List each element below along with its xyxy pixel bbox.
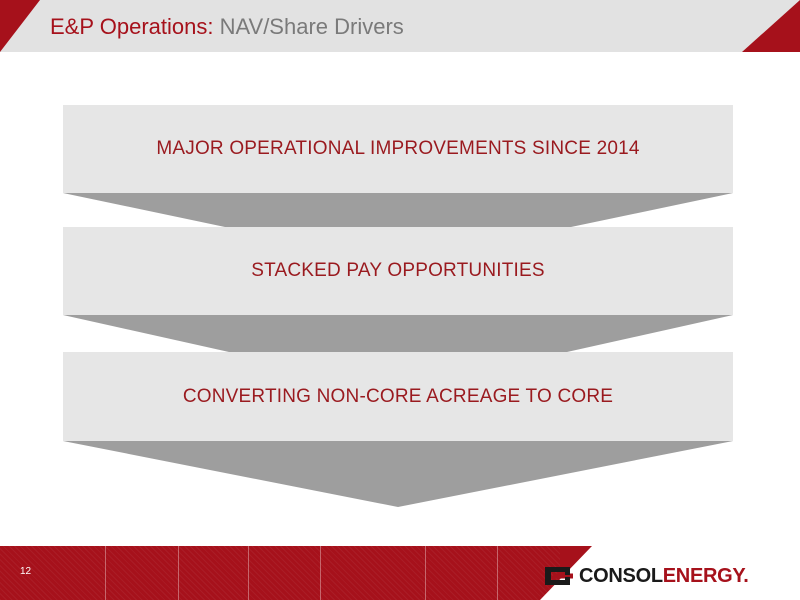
step-label-3: CONVERTING NON-CORE ACREAGE TO CORE xyxy=(182,385,614,407)
step-label-2: STACKED PAY OPPORTUNITIES xyxy=(251,260,545,281)
chevron-3 xyxy=(63,441,733,507)
logo-text: CONSOLENERGY. xyxy=(579,564,749,588)
chevron-1 xyxy=(63,193,733,227)
step-box-3: CONVERTING NON-CORE ACREAGE TO CORE xyxy=(63,352,733,441)
footer-divider xyxy=(320,546,321,600)
chevron-2 xyxy=(63,315,733,352)
header-left-accent xyxy=(0,0,40,52)
step-label-1: MAJOR OPERATIONAL IMPROVEMENTS SINCE 201… xyxy=(156,138,640,159)
footer-divider xyxy=(497,546,498,600)
company-logo: CONSOLENERGY. xyxy=(545,563,749,589)
logo-period: . xyxy=(743,564,749,587)
logo-word-energy: ENERGY xyxy=(662,564,744,587)
footer-divider xyxy=(178,546,179,600)
footer-logo-panel xyxy=(540,546,800,600)
header-right-accent xyxy=(742,0,800,52)
footer-divider xyxy=(105,546,106,600)
logo-word-consol: CONSOL xyxy=(579,564,663,587)
footer-divider xyxy=(248,546,249,600)
step-box-2: STACKED PAY OPPORTUNITIES xyxy=(63,227,733,315)
title-rest: NAV/Share Drivers xyxy=(219,14,404,39)
footer-divider xyxy=(425,546,426,600)
slide-header: E&P Operations: NAV/Share Drivers xyxy=(0,0,800,52)
slide-title: E&P Operations: NAV/Share Drivers xyxy=(50,14,404,40)
step-box-1: MAJOR OPERATIONAL IMPROVEMENTS SINCE 201… xyxy=(63,105,733,193)
footer-hatch xyxy=(0,546,560,600)
consol-mark-icon xyxy=(545,567,573,585)
page-number: 12 xyxy=(20,566,32,577)
slide-footer xyxy=(0,546,800,600)
title-prefix: E&P Operations: xyxy=(50,14,214,39)
